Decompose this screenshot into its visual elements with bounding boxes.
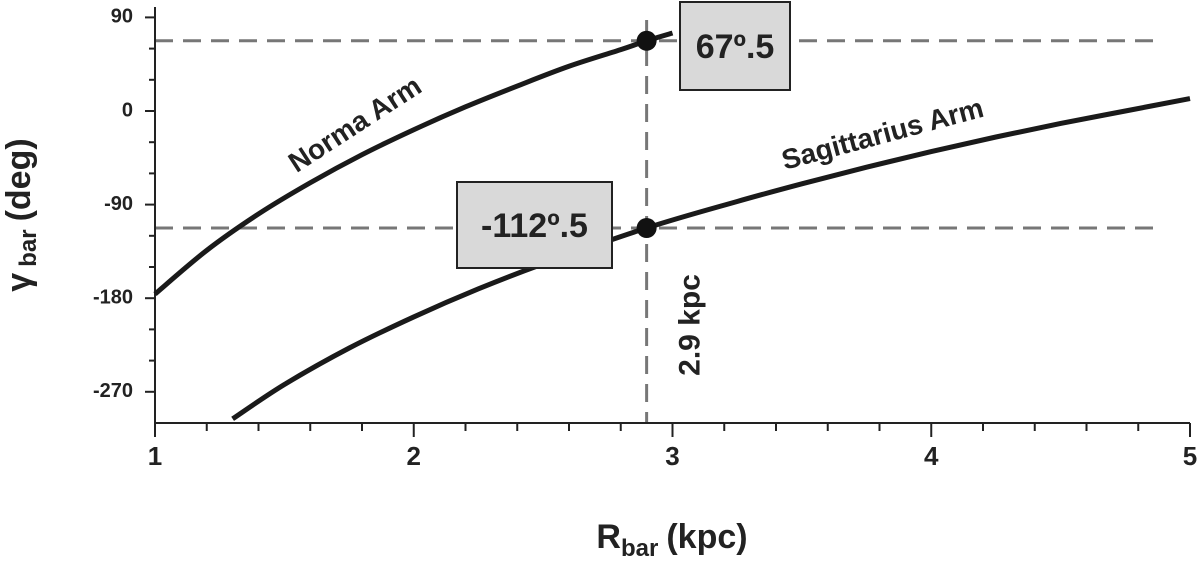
y-axis-label: γ bar (deg) [0, 138, 42, 291]
annotation: -112º.5 [481, 207, 588, 245]
x-tick-label: 4 [924, 441, 939, 471]
x-label-sub: bar [621, 535, 658, 562]
y-tick-label: -270 [93, 380, 133, 402]
curve [153, 30, 674, 296]
curve [231, 96, 1191, 421]
annotation-box [456, 181, 613, 269]
point-marker [636, 218, 657, 238]
y-label-sub: bar [15, 229, 42, 266]
y-label-unit: (deg) [0, 138, 38, 221]
point-marker [636, 30, 657, 51]
x-tick-label: 3 [665, 441, 679, 471]
y-label-main: γ [0, 273, 38, 292]
y-tick-label: 0 [122, 99, 133, 121]
y-tick-label: -180 [93, 286, 133, 308]
x-tick-label: 2 [407, 441, 421, 471]
annotation: 67º.5 [696, 28, 775, 66]
x-axis-label: Rbar (kpc) [596, 518, 747, 562]
curve-label: Norma Arm [283, 70, 427, 178]
annotation: 2.9 kpc [674, 274, 707, 376]
annotation-box [679, 1, 791, 91]
x-label-main: R [596, 518, 621, 556]
y-tick-label: 90 [111, 6, 133, 28]
x-label-unit: (kpc) [666, 518, 747, 556]
y-tick-label: -90 [104, 193, 133, 215]
x-tick-label: 1 [148, 441, 162, 471]
x-tick-label: 5 [1183, 441, 1197, 471]
